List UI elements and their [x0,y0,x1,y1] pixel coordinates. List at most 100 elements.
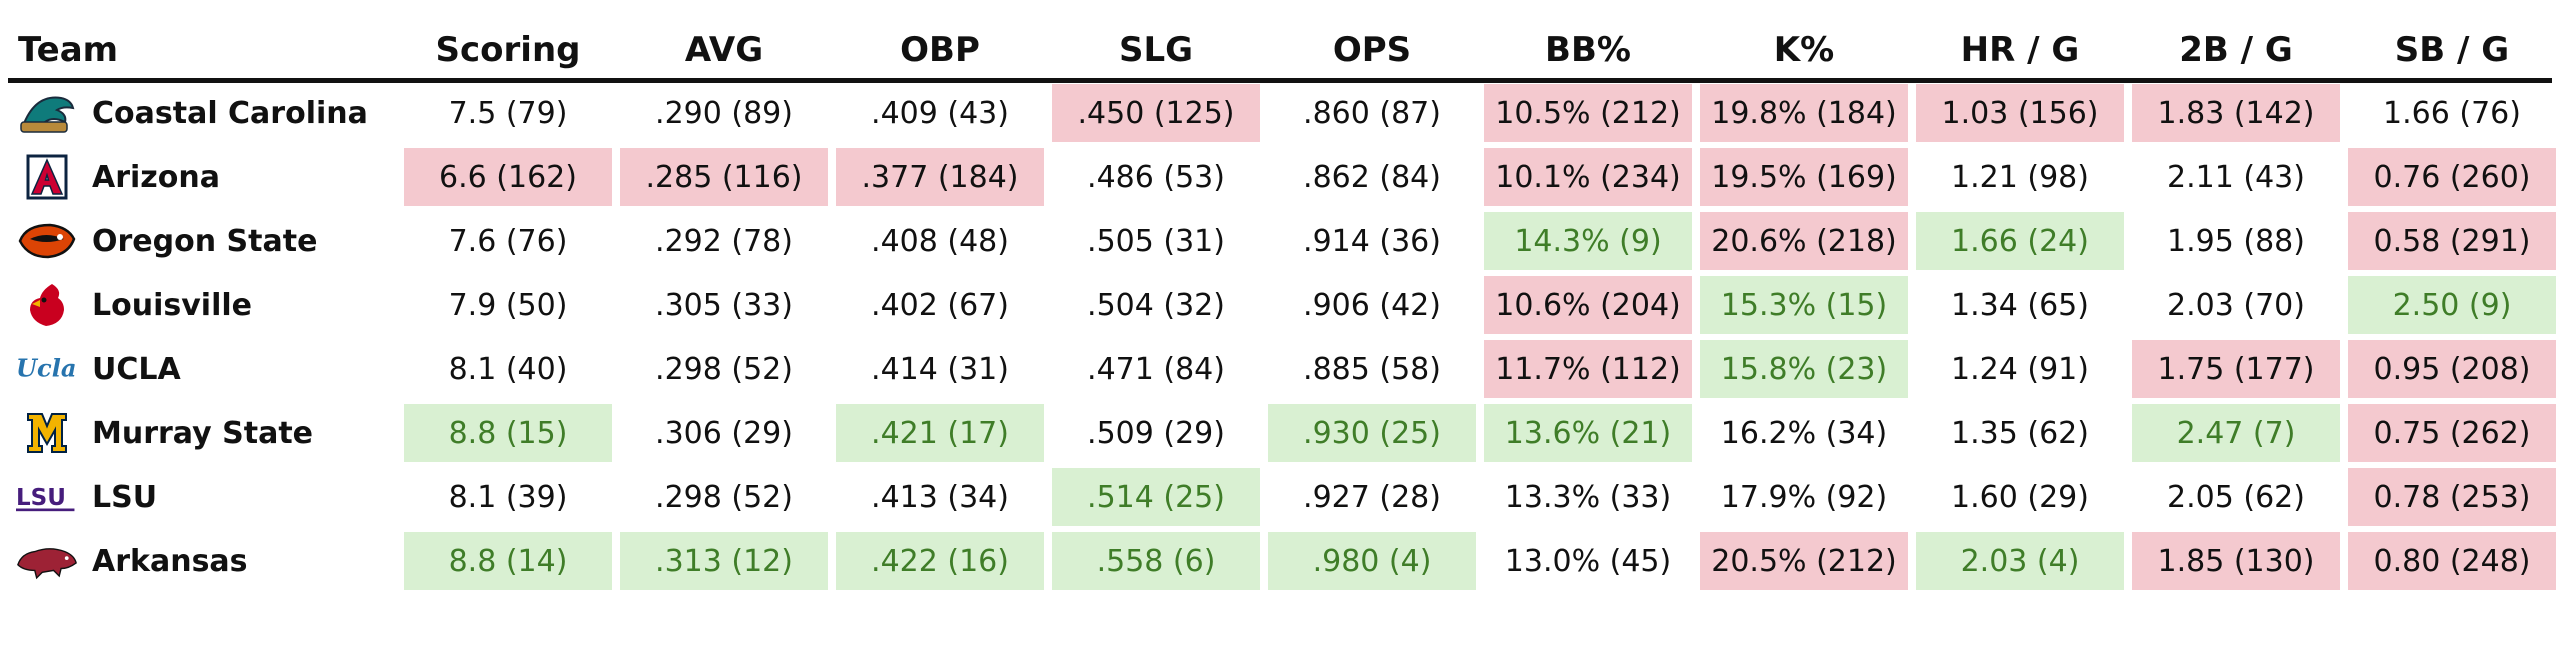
stat-cell: .290 (89) [655,95,793,131]
arizona-logo-icon [16,152,78,202]
stat-cell: 1.95 (88) [2167,223,2305,259]
ucla-logo-icon: Ucla [16,344,78,394]
team-cell: Murray State [16,404,396,462]
stat-cell: .980 (4) [1268,532,1476,590]
stat-cell: 0.80 (248) [2348,532,2556,590]
team-name: Louisville [92,287,252,323]
stat-cell: .509 (29) [1087,415,1225,451]
stat-cell: .306 (29) [655,415,793,451]
louisville-logo-icon [16,280,78,330]
murray-state-logo-icon [16,408,78,458]
header-rule [8,78,2552,83]
team-cell: Arkansas [16,532,396,590]
stat-cell: .486 (53) [1087,159,1225,195]
stat-cell: 2.03 (4) [1916,532,2124,590]
stat-cell: .558 (6) [1052,532,1260,590]
column-header: OBP [900,30,980,70]
stat-cell: 0.58 (291) [2348,212,2556,270]
stat-cell: .504 (32) [1087,287,1225,323]
svg-text:Ucla: Ucla [16,354,77,383]
stat-cell: .414 (31) [871,351,1009,387]
team-cell: Coastal Carolina [16,84,396,142]
team-cell: Arizona [16,148,396,206]
stat-cell: 1.03 (156) [1916,84,2124,142]
stat-cell: 7.5 (79) [448,95,568,131]
team-name: Oregon State [92,223,318,259]
stat-cell: 1.21 (98) [1951,159,2089,195]
stat-cell: 1.83 (142) [2132,84,2340,142]
stat-cell: .914 (36) [1303,223,1441,259]
stat-cell: 10.6% (204) [1484,276,1692,334]
stat-cell: .930 (25) [1268,404,1476,462]
stat-cell: 1.34 (65) [1951,287,2089,323]
column-header: K% [1773,30,1835,70]
arkansas-logo-icon [16,536,78,586]
stat-cell: 1.85 (130) [2132,532,2340,590]
stat-cell: .906 (42) [1303,287,1441,323]
stat-cell: 8.1 (40) [448,351,568,387]
stat-cell: 13.6% (21) [1484,404,1692,462]
stat-cell: 17.9% (92) [1720,479,1888,515]
stat-cell: .421 (17) [836,404,1044,462]
column-header: SLG [1118,30,1194,70]
stat-cell: 7.9 (50) [448,287,568,323]
stat-cell: 10.5% (212) [1484,84,1692,142]
stat-cell: 15.8% (23) [1700,340,1908,398]
stat-cell: 2.47 (7) [2132,404,2340,462]
stat-cell: 8.8 (14) [404,532,612,590]
stat-cell: 2.50 (9) [2348,276,2556,334]
stat-cell: .862 (84) [1303,159,1441,195]
svg-text:LSU: LSU [16,485,66,511]
oregon-state-logo-icon [16,216,78,266]
header-row: Team Scoring AVG OBP SLG OPS BB% K% HR /… [16,22,2556,78]
stat-cell: .422 (16) [836,532,1044,590]
lsu-logo-icon: LSU [16,472,78,522]
stat-cell: .402 (67) [871,287,1009,323]
stat-cell: 13.0% (45) [1504,543,1672,579]
column-header: BB% [1545,30,1631,70]
table-row: Arizona 6.6 (162) .285 (116) .377 (184) .486… [16,148,2556,206]
stat-cell: 19.8% (184) [1700,84,1908,142]
team-cell: LSU LSU [16,468,396,526]
stat-cell: 1.66 (24) [1916,212,2124,270]
team-name: Coastal Carolina [92,95,368,131]
stat-cell: .885 (58) [1303,351,1441,387]
table-row: Coastal Carolina 7.5 (79) .290 (89) .409 (4… [16,84,2556,142]
stat-cell: .298 (52) [655,351,793,387]
stat-cell: 2.05 (62) [2167,479,2305,515]
stat-cell: .313 (12) [620,532,828,590]
stat-cell: 13.3% (33) [1504,479,1672,515]
stat-cell: 8.1 (39) [448,479,568,515]
stat-cell: .285 (116) [620,148,828,206]
stat-cell: 0.78 (253) [2348,468,2556,526]
stat-cell: .292 (78) [655,223,793,259]
stat-cell: .450 (125) [1052,84,1260,142]
stat-cell: 2.11 (43) [2167,159,2305,195]
column-header: Team [18,30,119,70]
stat-cell: 1.75 (177) [2132,340,2340,398]
stat-cell: 14.3% (9) [1484,212,1692,270]
stat-cell: .413 (34) [871,479,1009,515]
column-header: Scoring [435,30,581,70]
stat-cell: 20.5% (212) [1700,532,1908,590]
stat-cell: 0.95 (208) [2348,340,2556,398]
stat-cell: 1.35 (62) [1951,415,2089,451]
stat-cell: 7.6 (76) [448,223,568,259]
team-name: Arizona [92,159,220,195]
column-header: OPS [1332,30,1412,70]
table-row: Murray State 8.8 (15) .306 (29) .421 (17) .5… [16,404,2556,462]
stat-cell: 0.76 (260) [2348,148,2556,206]
stat-cell: 20.6% (218) [1700,212,1908,270]
coastal-carolina-logo-icon [16,88,78,138]
team-name: LSU [92,479,158,515]
stat-cell: .409 (43) [871,95,1009,131]
stat-cell: 10.1% (234) [1484,148,1692,206]
stat-cell: 1.66 (76) [2383,95,2521,131]
stat-cell: .471 (84) [1087,351,1225,387]
stat-cell: .298 (52) [655,479,793,515]
table-row: Arkansas 8.8 (14) .313 (12) .422 (16) .558 (… [16,532,2556,590]
team-name: Arkansas [92,543,248,579]
team-cell: Louisville [16,276,396,334]
stat-cell: .514 (25) [1052,468,1260,526]
table-row: Ucla UCLA 8.1 (40) .298 (52) .414 (31) .471 (… [16,340,2556,398]
